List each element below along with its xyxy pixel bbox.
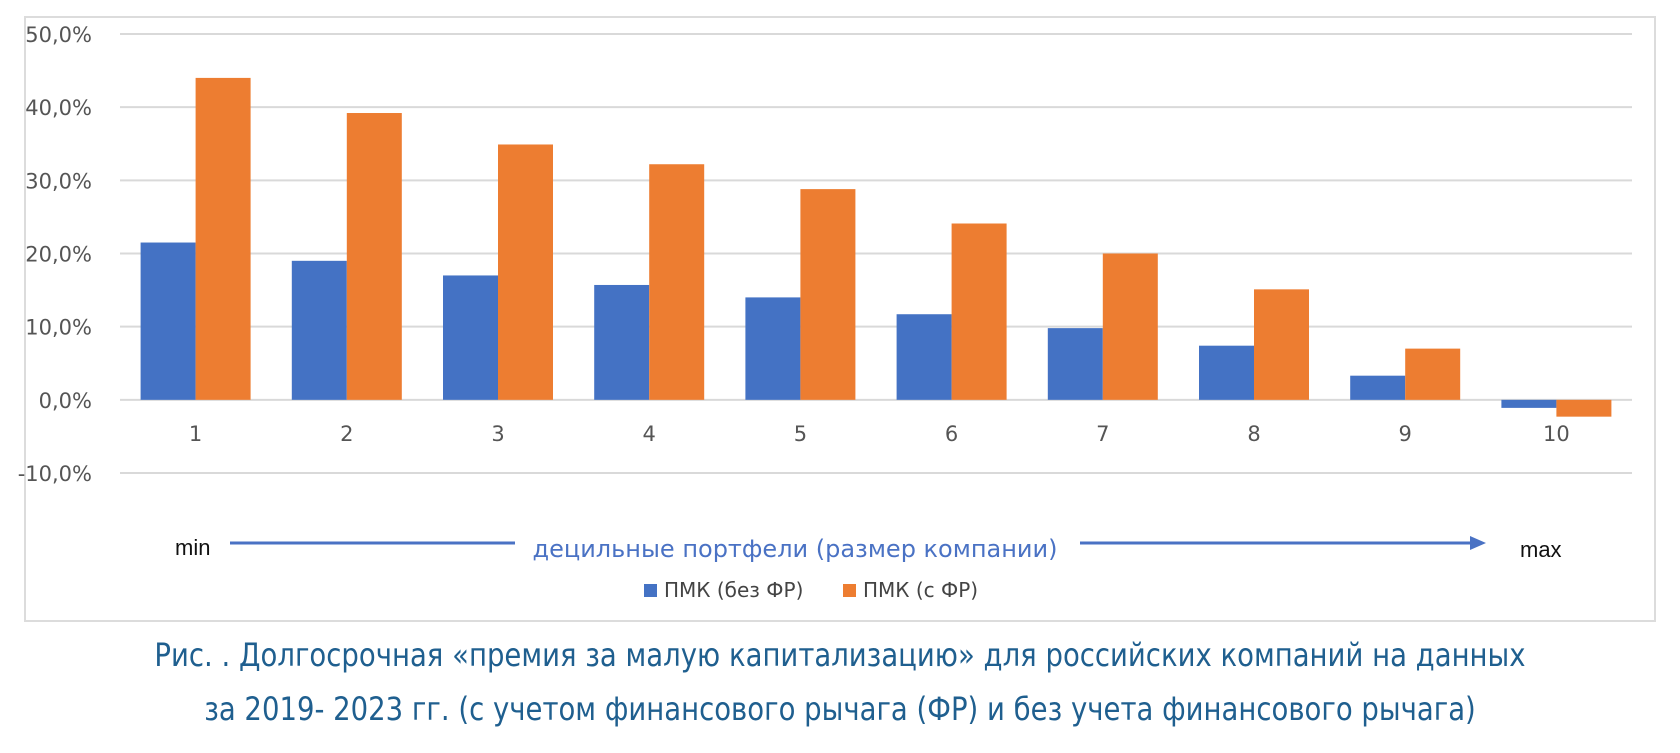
legend-label-series-2: ПМК (с ФР) xyxy=(863,578,978,602)
x-tick-label: 7 xyxy=(1096,422,1109,446)
x-tick-label: 1 xyxy=(189,422,202,446)
legend-swatch-series-2 xyxy=(843,584,856,597)
x-tick-label: 9 xyxy=(1399,422,1412,446)
bar-series-1-cat-9 xyxy=(1350,375,1406,400)
y-tick-label: 40,0% xyxy=(25,96,92,120)
x-tick-label: 2 xyxy=(340,422,353,446)
bar-series-2-cat-2 xyxy=(346,113,402,400)
y-tick-label: -10,0% xyxy=(18,462,92,486)
x-tick-label: 4 xyxy=(643,422,656,446)
bar-chart: -10,0% 0,0% 10,0% 20,0% 30,0% 40,0% 50,0% 1 2 3 4… xyxy=(18,23,1632,602)
figure-caption-line-2: за 2019- 2023 гг. (с учетом финансового … xyxy=(204,690,1476,728)
legend-swatch-series-1 xyxy=(644,584,657,597)
bar-series-2-cat-1 xyxy=(195,77,251,400)
y-tick-label: 0,0% xyxy=(39,389,92,413)
bar-series-1-cat-8 xyxy=(1199,345,1254,400)
bar-series-1-cat-3 xyxy=(443,275,498,400)
x-tick-label: 6 xyxy=(945,422,958,446)
bar-series-2-cat-5 xyxy=(800,189,856,400)
bar-series-1-cat-1 xyxy=(140,242,196,400)
y-tick-labels: -10,0% 0,0% 10,0% 20,0% 30,0% 40,0% 50,0% xyxy=(18,23,92,486)
bar-series-1-cat-7 xyxy=(1047,328,1103,400)
bar-series-1-cat-4 xyxy=(594,284,650,400)
x-tick-label: 8 xyxy=(1247,422,1260,446)
legend: ПМК (без ФР) ПМК (с ФР) xyxy=(644,578,978,602)
axis-max-label: max xyxy=(1520,537,1562,562)
bar-series-1-cat-5 xyxy=(745,297,801,400)
bar-series-2-cat-3 xyxy=(498,144,553,400)
arrow-head xyxy=(1470,536,1486,550)
bar-series-2-cat-7 xyxy=(1102,253,1158,400)
y-tick-label: 50,0% xyxy=(25,23,92,47)
y-tick-label: 10,0% xyxy=(25,316,92,340)
bar-series-2-cat-10 xyxy=(1556,399,1612,417)
axis-min-label: min xyxy=(175,535,210,560)
legend-label-series-1: ПМК (без ФР) xyxy=(664,578,803,602)
x-tick-label: 5 xyxy=(794,422,807,446)
bar-series-2-cat-6 xyxy=(951,223,1007,400)
y-tick-label: 30,0% xyxy=(25,169,92,193)
x-tick-label: 10 xyxy=(1543,422,1570,446)
x-tick-label: 3 xyxy=(491,422,504,446)
bar-series-2-cat-9 xyxy=(1405,348,1461,400)
bar-series-1-cat-2 xyxy=(291,260,347,400)
figure-caption-line-1: Рис. . Долгосрочная «премия за малую кап… xyxy=(154,636,1526,674)
bars xyxy=(140,77,1612,417)
bar-series-1-cat-10 xyxy=(1501,399,1557,408)
bar-series-1-cat-6 xyxy=(896,314,952,400)
bar-series-2-cat-8 xyxy=(1254,289,1309,400)
x-tick-labels: 1 2 3 4 5 6 7 8 9 10 xyxy=(189,422,1570,446)
bar-series-2-cat-4 xyxy=(649,164,705,400)
y-tick-label: 20,0% xyxy=(25,243,92,267)
x-axis-label: децильные портфели (размер компании) xyxy=(533,535,1058,563)
